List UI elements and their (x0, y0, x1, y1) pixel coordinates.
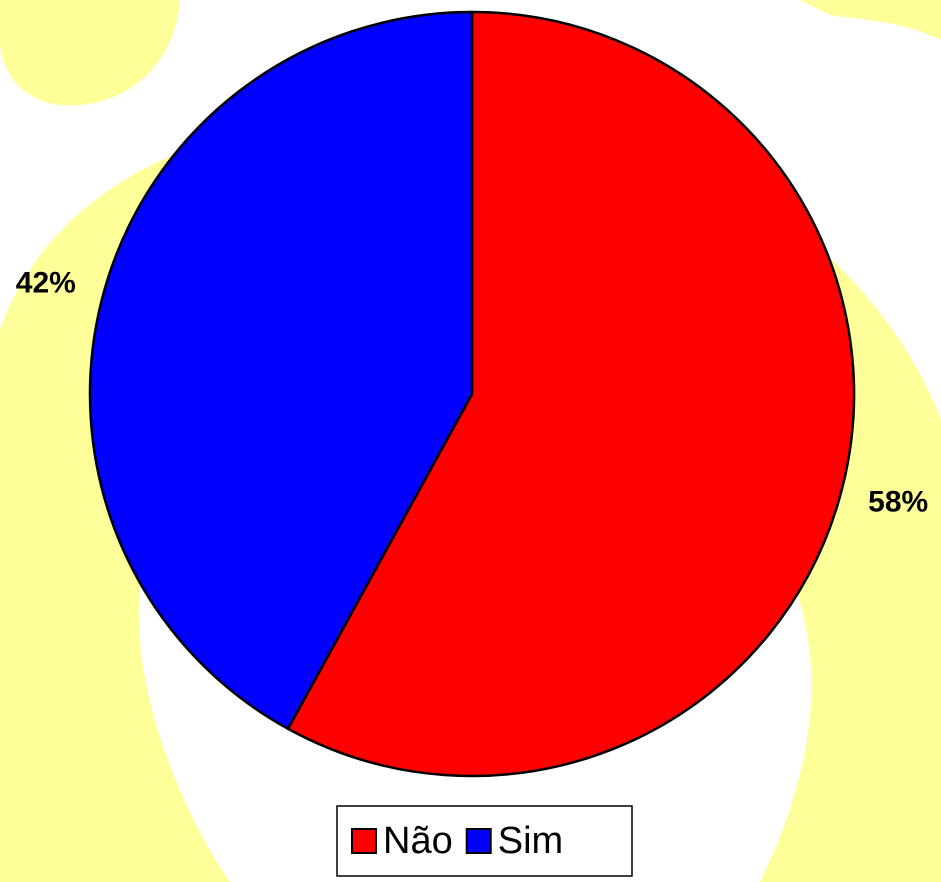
legend-label: Sim (498, 820, 563, 862)
data-label: 58% (868, 485, 928, 518)
legend-swatch (352, 829, 376, 853)
legend-swatch (467, 829, 491, 853)
legend-label: Não (383, 820, 453, 862)
data-label: 42% (16, 266, 76, 299)
chart: 58% 42% Não Sim (0, 0, 941, 882)
